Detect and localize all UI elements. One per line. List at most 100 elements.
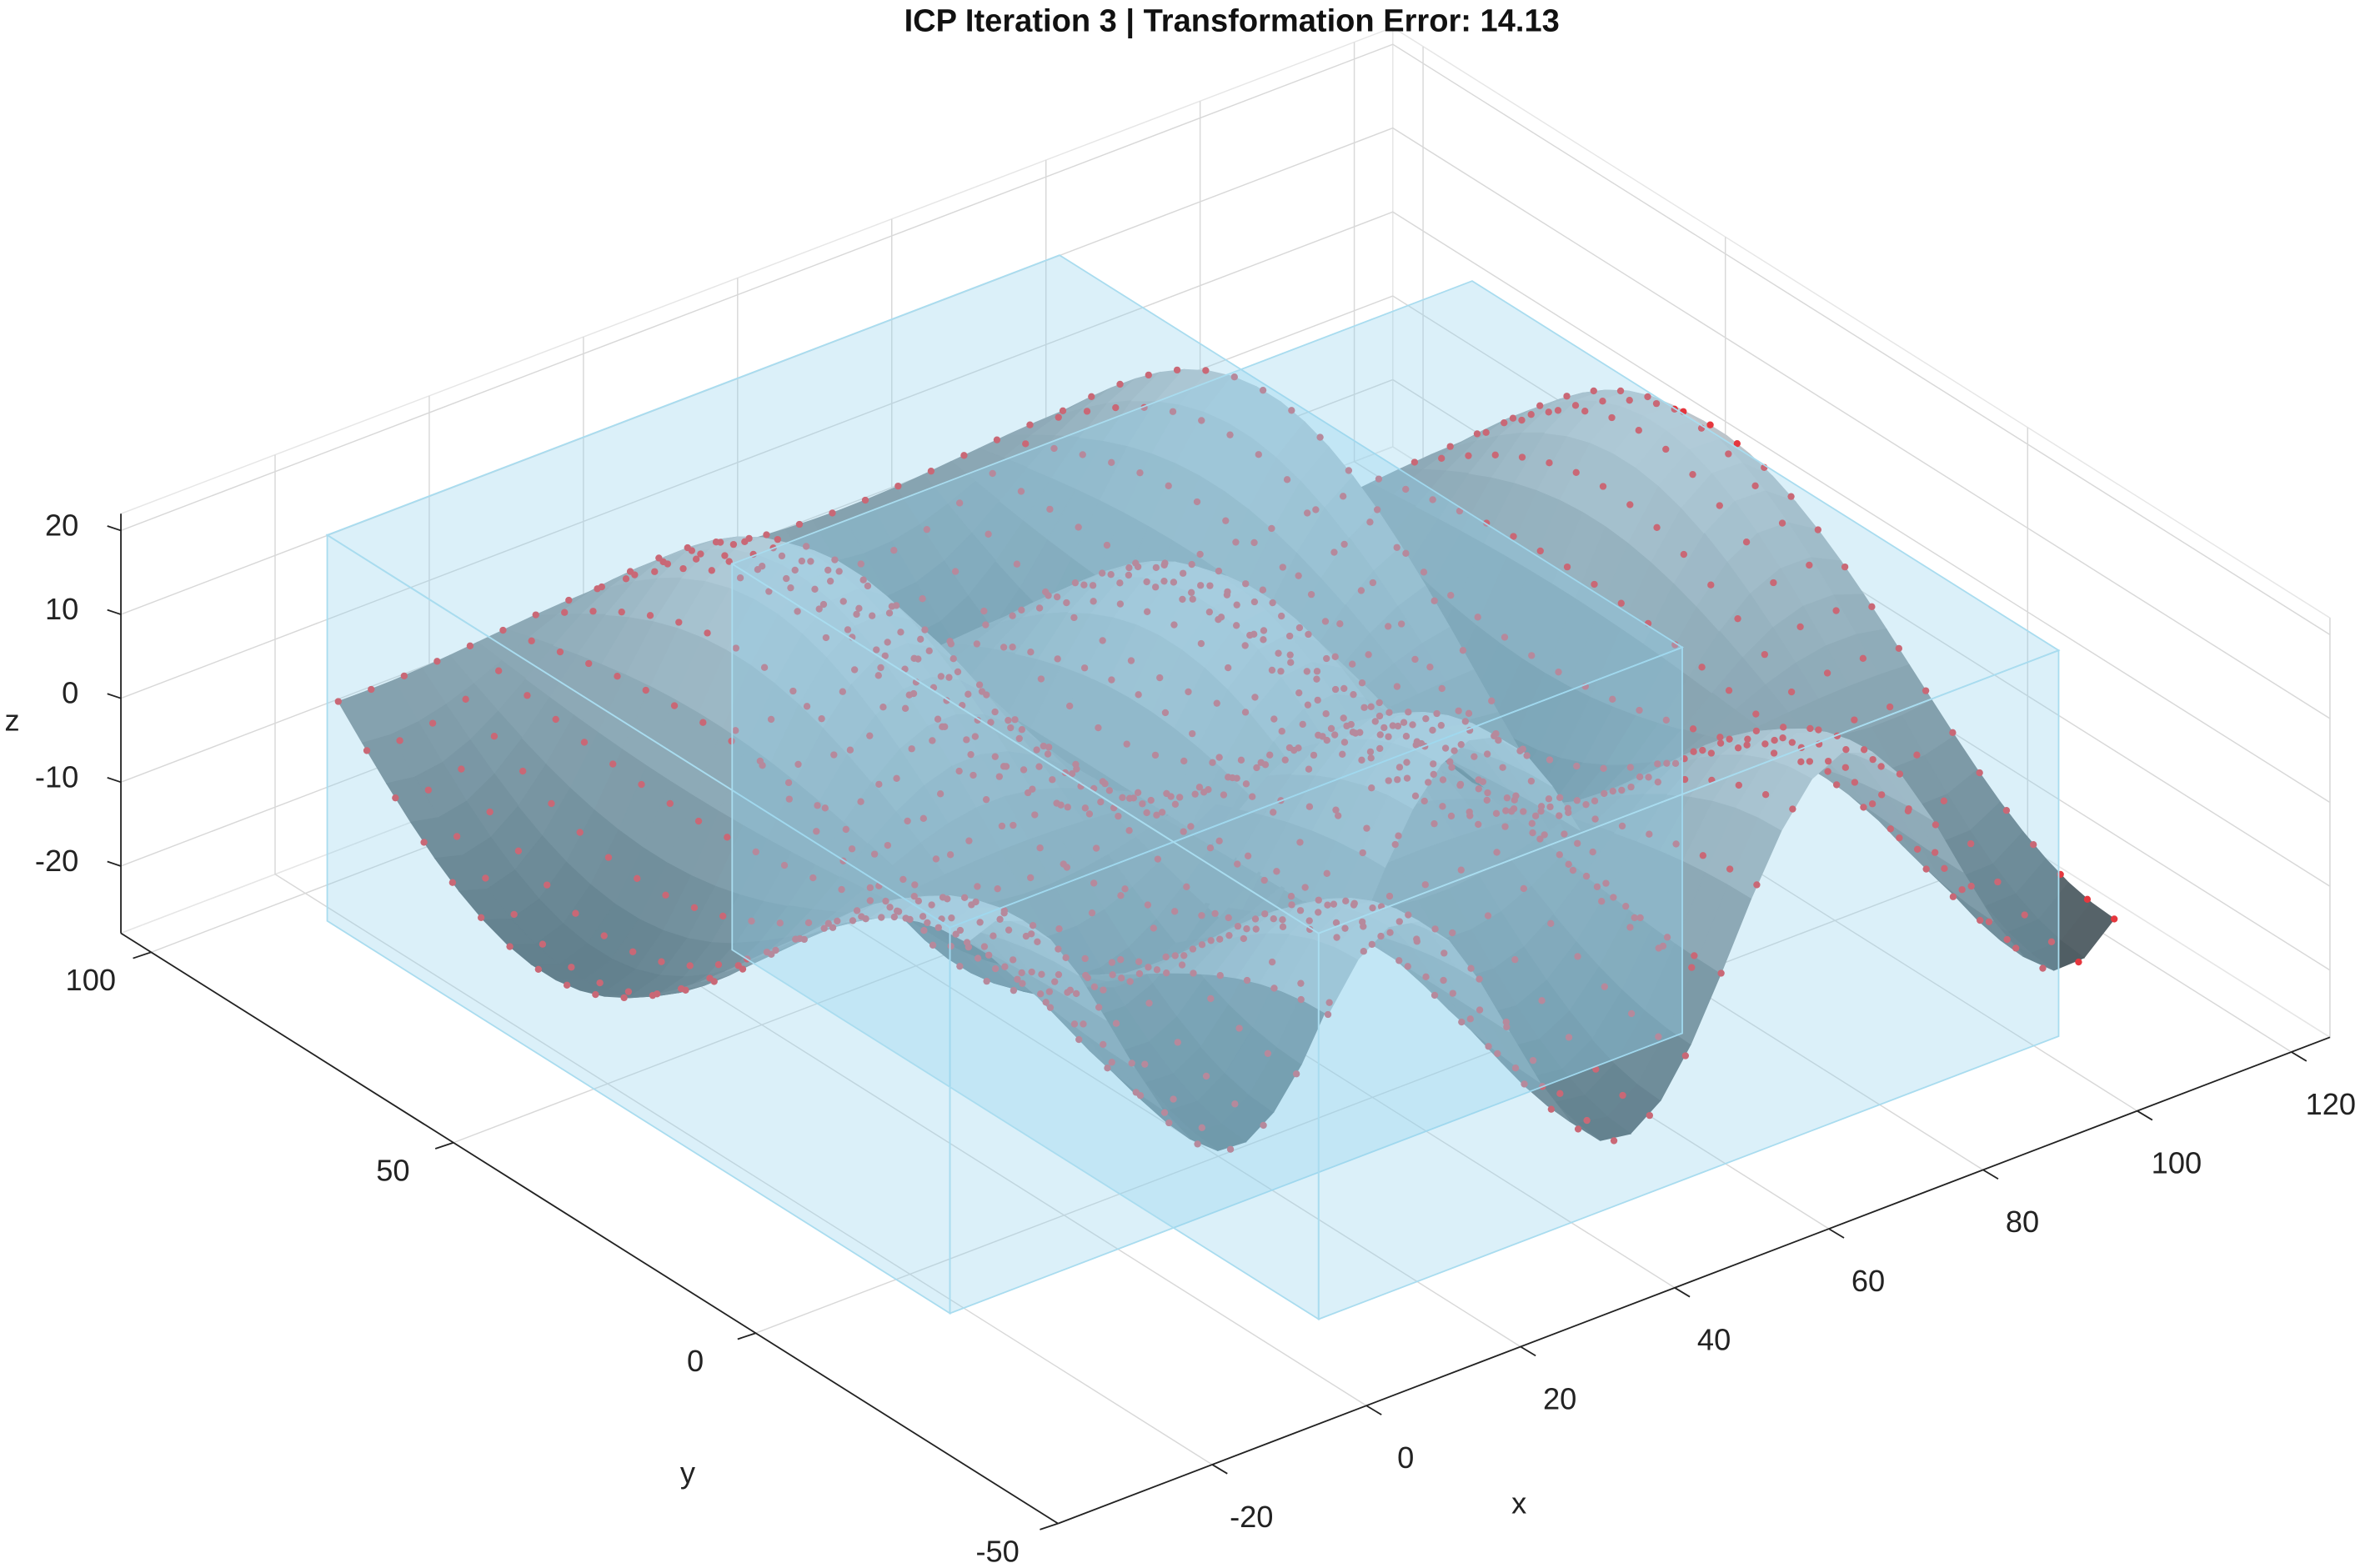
point-marker <box>1075 1035 1083 1044</box>
point-marker <box>1197 582 1205 589</box>
point-marker <box>919 814 927 823</box>
point-marker <box>768 950 775 959</box>
point-marker <box>1090 598 1097 605</box>
point-marker <box>1189 945 1197 953</box>
point-marker <box>1569 866 1577 874</box>
point-marker <box>1241 709 1250 716</box>
point-marker <box>1180 952 1188 959</box>
point-marker <box>1389 722 1396 729</box>
point-marker <box>708 567 715 574</box>
point-marker <box>991 964 1000 973</box>
point-marker <box>1259 387 1267 394</box>
point-marker <box>1255 451 1262 458</box>
point-marker <box>1375 475 1383 483</box>
point-marker <box>1725 450 1732 458</box>
point-marker <box>646 612 654 619</box>
point-marker <box>664 560 672 568</box>
point-marker <box>1171 908 1179 915</box>
point-marker <box>1439 803 1446 810</box>
point-marker <box>1112 1019 1120 1027</box>
point-marker <box>1169 408 1177 415</box>
point-marker <box>1806 758 1814 765</box>
point-marker <box>1187 823 1195 830</box>
point-marker <box>1341 924 1349 932</box>
point-marker <box>787 584 794 592</box>
point-marker <box>662 891 669 899</box>
point-marker <box>1475 785 1482 793</box>
point-marker <box>1090 983 1099 990</box>
point-marker <box>1662 445 1670 453</box>
point-marker <box>1251 915 1260 923</box>
point-marker <box>1527 411 1535 418</box>
point-marker <box>970 771 977 779</box>
point-marker <box>821 804 829 812</box>
point-marker <box>1026 421 1034 428</box>
point-marker <box>1331 731 1339 739</box>
point-marker <box>1198 941 1206 949</box>
point-marker <box>1395 832 1402 839</box>
point-marker <box>1841 563 1849 571</box>
point-marker <box>972 898 980 906</box>
point-marker <box>1371 718 1379 725</box>
point-marker <box>1356 729 1364 736</box>
point-marker <box>1287 893 1295 900</box>
point-marker <box>1007 724 1015 732</box>
point-marker <box>1485 1043 1492 1050</box>
point-marker <box>884 841 892 849</box>
point-marker <box>1655 1033 1662 1040</box>
point-marker <box>1940 797 1948 804</box>
point-marker <box>1456 507 1464 515</box>
point-marker <box>1563 563 1571 571</box>
point-marker <box>392 794 399 802</box>
point-marker <box>1459 647 1467 654</box>
point-marker <box>1205 608 1214 616</box>
point-marker <box>886 904 894 911</box>
point-marker <box>1244 852 1252 859</box>
point-marker <box>1441 949 1448 957</box>
point-marker <box>982 796 990 804</box>
point-marker <box>1752 710 1760 718</box>
point-marker <box>614 673 621 680</box>
point-marker <box>1358 756 1365 764</box>
point-marker <box>1941 864 1948 873</box>
point-marker <box>1339 493 1347 500</box>
point-marker <box>1313 675 1320 683</box>
point-marker <box>1035 604 1044 612</box>
point-marker <box>1451 747 1458 754</box>
point-marker <box>960 894 969 902</box>
point-marker <box>1369 904 1376 912</box>
point-marker <box>1307 590 1315 599</box>
point-marker <box>1654 778 1662 786</box>
chart-title: ICP Iteration 3 | Transformation Error: … <box>904 3 1560 38</box>
point-marker <box>991 708 999 716</box>
point-marker <box>1385 733 1392 740</box>
point-marker <box>1050 444 1058 453</box>
point-marker <box>448 879 457 886</box>
point-marker <box>1278 612 1285 620</box>
point-marker <box>1125 794 1134 802</box>
point-marker <box>1125 564 1133 572</box>
point-marker <box>363 747 371 754</box>
point-marker <box>1806 561 1813 569</box>
point-marker <box>1761 740 1769 748</box>
point-marker <box>1626 396 1633 404</box>
point-marker <box>1223 591 1231 599</box>
point-marker <box>1455 707 1462 714</box>
point-marker <box>1994 878 2002 886</box>
point-marker <box>1188 560 1195 569</box>
point-marker <box>1207 994 1215 1003</box>
point-marker <box>894 482 902 490</box>
point-marker <box>936 790 944 798</box>
point-marker <box>624 988 633 995</box>
point-marker <box>1474 614 1481 621</box>
point-marker <box>1609 787 1616 795</box>
point-marker <box>1322 710 1330 718</box>
point-marker <box>2075 958 2082 966</box>
point-marker <box>1202 1072 1210 1080</box>
point-marker <box>1368 940 1375 949</box>
point-marker <box>1270 984 1278 992</box>
point-marker <box>1288 407 1295 414</box>
point-marker <box>1250 539 1258 547</box>
point-marker <box>732 727 739 734</box>
point-marker <box>1152 564 1160 572</box>
